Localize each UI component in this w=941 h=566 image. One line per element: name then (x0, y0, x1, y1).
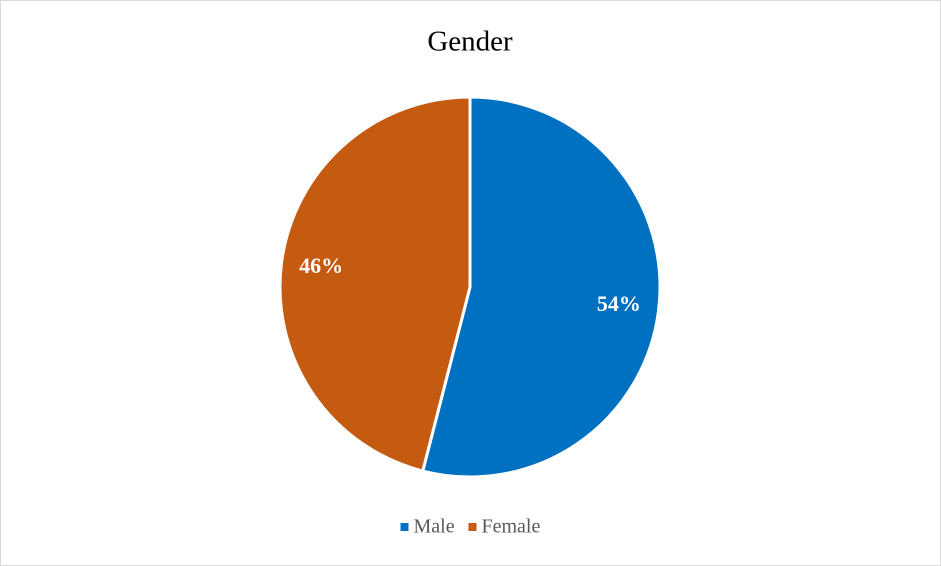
chart-title: Gender (427, 26, 513, 58)
legend-swatch (468, 523, 477, 531)
pie-slice (420, 95, 662, 479)
legend-label: Male (414, 516, 455, 538)
pie-slice (278, 95, 472, 473)
legend-swatch (400, 523, 409, 531)
data-label: 54% (597, 291, 641, 316)
legend-label: Female (482, 516, 541, 538)
data-label: 46% (299, 253, 343, 278)
